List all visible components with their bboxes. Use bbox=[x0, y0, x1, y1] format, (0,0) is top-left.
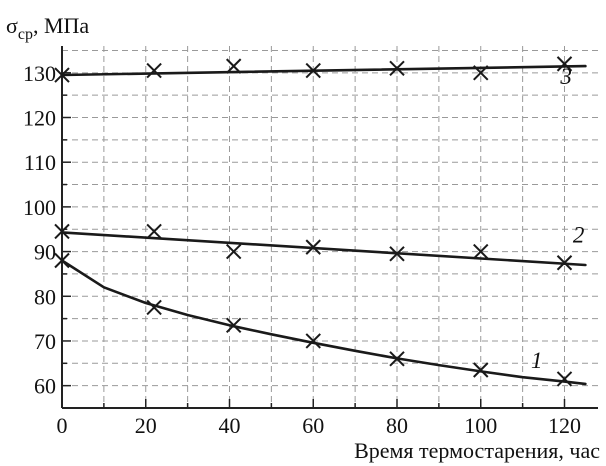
series-1-point bbox=[146, 299, 162, 316]
series-1-point bbox=[305, 333, 321, 349]
x-marker-stroke bbox=[305, 239, 321, 255]
x-marker-stroke bbox=[389, 60, 405, 77]
series-1-point bbox=[473, 362, 489, 378]
y-tick-label: 60 bbox=[34, 374, 56, 399]
x-tick-label: 60 bbox=[302, 413, 324, 438]
series-2-point bbox=[225, 243, 242, 260]
grid bbox=[62, 46, 598, 408]
x-marker-stroke bbox=[225, 58, 242, 74]
series-2-point bbox=[54, 223, 70, 240]
series-1-point bbox=[225, 317, 242, 334]
series-3-label: 3 bbox=[559, 64, 572, 89]
series-2-label: 2 bbox=[573, 223, 585, 248]
series-3-point bbox=[225, 58, 242, 74]
x-marker-stroke bbox=[146, 62, 162, 79]
x-marker-stroke bbox=[556, 371, 573, 387]
x-tick-label: 80 bbox=[386, 413, 408, 438]
series-2-fit-line bbox=[60, 231, 587, 267]
series-1-point bbox=[556, 371, 573, 387]
x-marker-stroke bbox=[54, 252, 70, 269]
x-marker-stroke bbox=[54, 223, 70, 240]
x-marker-stroke bbox=[389, 246, 405, 262]
labels: σср, МПа Время термостарения, час 0 20 40 6… bbox=[6, 13, 600, 463]
x-tick-label: 120 bbox=[548, 413, 581, 438]
series-1-point bbox=[54, 252, 70, 269]
x-marker-stroke bbox=[146, 299, 162, 316]
fit-curves bbox=[60, 64, 587, 386]
y-tick-label: 130 bbox=[23, 61, 56, 86]
x-tick-label: 100 bbox=[464, 413, 497, 438]
y-tick-label: 70 bbox=[34, 329, 56, 354]
series-3-point bbox=[389, 60, 405, 77]
y-tick-label: 110 bbox=[24, 150, 56, 175]
y-axis-title: σср, МПа bbox=[6, 13, 89, 43]
y-tick-label: 90 bbox=[34, 240, 56, 265]
x-marker-stroke bbox=[305, 62, 321, 79]
series-3-point bbox=[556, 56, 573, 72]
axes bbox=[61, 46, 598, 409]
x-marker-stroke bbox=[389, 351, 405, 367]
series-2-point bbox=[473, 243, 489, 260]
series-3-point bbox=[473, 65, 489, 81]
y-tick-label: 120 bbox=[23, 106, 56, 131]
x-marker-stroke bbox=[473, 362, 489, 378]
x-marker-stroke bbox=[556, 56, 573, 72]
x-tick-label: 20 bbox=[135, 413, 157, 438]
series-1-point bbox=[389, 351, 405, 367]
x-tick-label: 0 bbox=[57, 413, 68, 438]
x-marker-stroke bbox=[54, 67, 70, 83]
series-3-point bbox=[305, 62, 321, 79]
x-tick-label: 40 bbox=[219, 413, 241, 438]
series-1-fit-line bbox=[60, 259, 587, 386]
x-marker-stroke bbox=[473, 65, 489, 81]
series-1-label: 1 bbox=[531, 348, 543, 373]
series-3-fit-line bbox=[60, 64, 587, 77]
x-marker-stroke bbox=[225, 317, 242, 334]
x-axis-title: Время термостарения, час bbox=[354, 438, 600, 463]
x-marker-stroke bbox=[556, 255, 573, 271]
series-3-point bbox=[146, 62, 162, 79]
series-3-point bbox=[54, 67, 70, 83]
series-2-point bbox=[389, 246, 405, 262]
data-markers bbox=[54, 56, 573, 387]
y-tick-label: 100 bbox=[23, 195, 56, 220]
x-marker-stroke bbox=[225, 243, 242, 260]
series-2-point bbox=[305, 239, 321, 255]
series-2-point bbox=[556, 255, 573, 271]
x-marker-stroke bbox=[146, 223, 162, 240]
series-2-point bbox=[146, 223, 162, 240]
y-tick-label: 80 bbox=[34, 284, 56, 309]
x-marker-stroke bbox=[305, 333, 321, 349]
x-marker-stroke bbox=[473, 243, 489, 260]
